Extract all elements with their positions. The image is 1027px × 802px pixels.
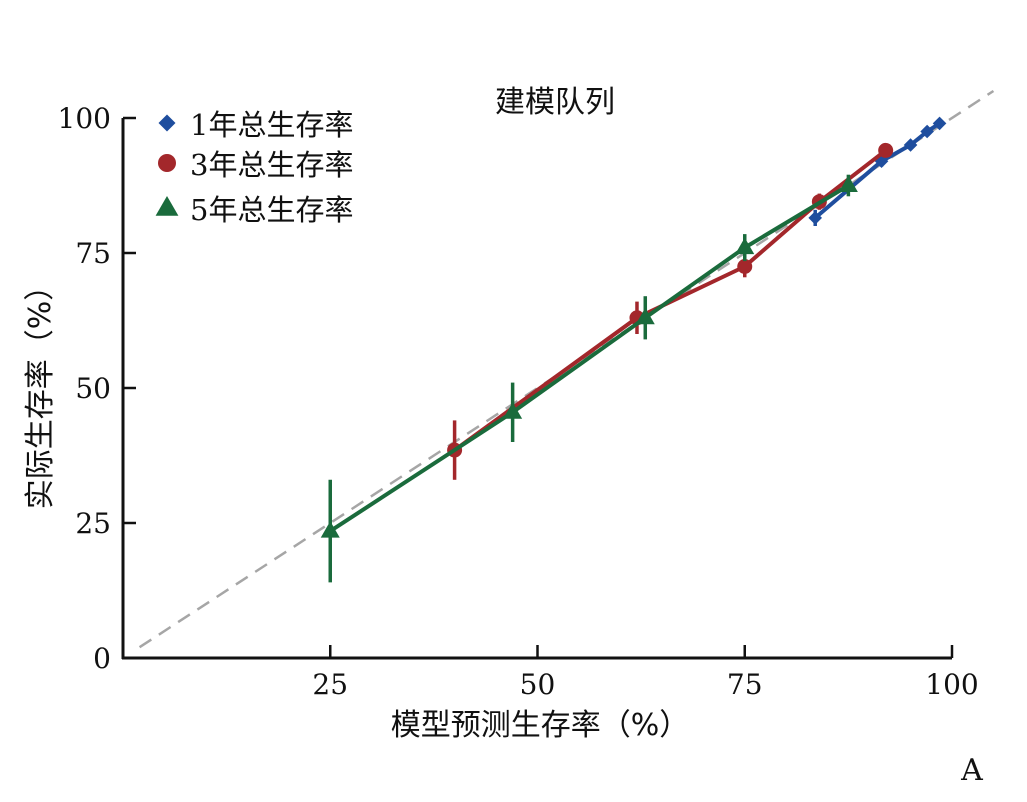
- chart-title: 建模队列: [495, 85, 615, 120]
- x-tick-label-75: 75: [727, 668, 763, 701]
- y-tick-label-50: 50: [75, 372, 111, 405]
- x-tick-label-25: 25: [312, 668, 348, 701]
- data-point-2-3: [737, 259, 753, 274]
- legend-marker-1: [158, 114, 176, 132]
- x-tick-label-100: 100: [925, 668, 978, 701]
- legend: 1年总生存率 3年总生存率 5年总生存率: [155, 108, 353, 227]
- y-tick-label-75: 75: [75, 237, 111, 270]
- y-tick-label-25: 25: [75, 507, 111, 540]
- data-point-1-4: [920, 124, 934, 139]
- y-tick-label-100: 100: [58, 102, 111, 135]
- data-point-1-5: [932, 116, 947, 131]
- data-point-3-1: [320, 521, 340, 538]
- data-point-1-3: [903, 138, 918, 152]
- legend-label-3: 5年总生存率: [190, 193, 353, 227]
- data-point-3-3: [635, 307, 655, 325]
- data-point-3-5: [838, 175, 858, 192]
- series-1: [808, 116, 947, 226]
- axes: 0 25 50 75 100 25 50 75 100: [58, 102, 979, 701]
- legend-marker-2: [158, 154, 176, 172]
- series-line-1: [813, 121, 941, 220]
- legend-marker-3: [155, 196, 179, 216]
- legend-label-1: 1年总生存率: [190, 108, 353, 142]
- x-axis-title: 模型预测生存率（%）: [391, 708, 690, 743]
- series-layer: [320, 116, 947, 583]
- series-line-3: [329, 183, 850, 533]
- panel-label: A: [960, 753, 983, 788]
- series-3: [320, 174, 858, 583]
- data-point-3-2: [503, 402, 523, 419]
- y-axis-title: 实际生存率（%）: [23, 271, 58, 510]
- y-tick-label-0: 0: [93, 642, 111, 675]
- legend-label-2: 3年总生存率: [190, 148, 353, 182]
- data-point-2-5: [878, 142, 894, 158]
- x-tick-label-50: 50: [520, 668, 556, 701]
- data-point-1-1: [808, 211, 823, 225]
- data-point-3-4: [735, 237, 755, 255]
